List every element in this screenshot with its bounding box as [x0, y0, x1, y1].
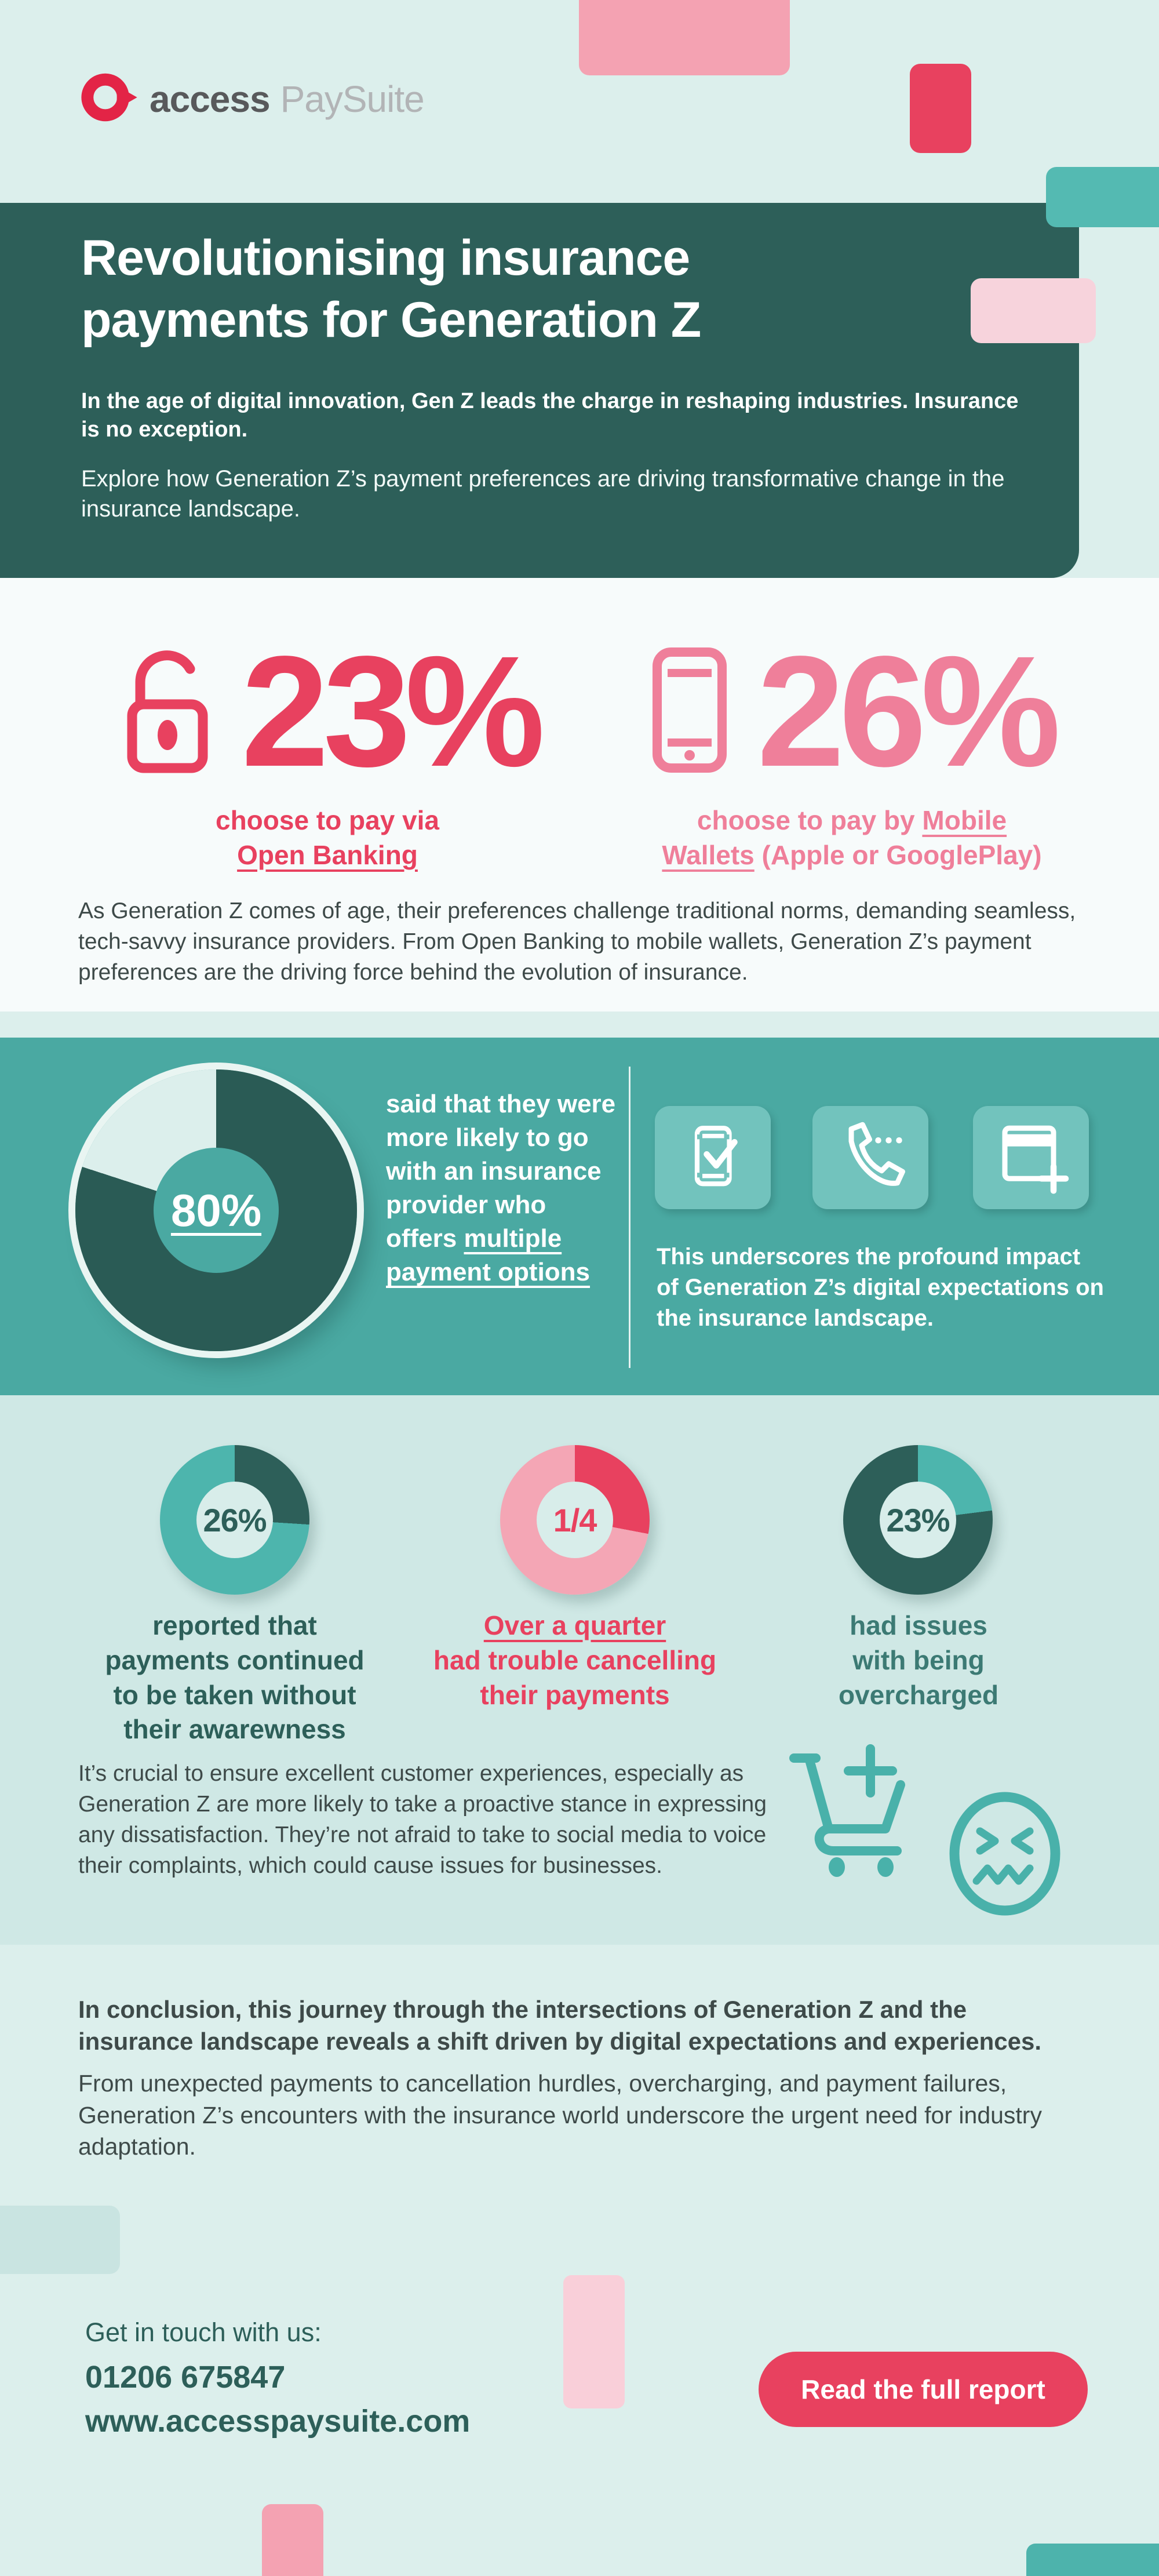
page-title: Revolutionising insurance payments for G… [81, 230, 701, 348]
multiple-payments-section: 80% said that they were more likely to g… [0, 1038, 1159, 1395]
contact-heading: Get in touch with us: [85, 2317, 322, 2347]
mobile-check-icon [669, 1116, 756, 1200]
donut-chart-26-percent: 26% [160, 1445, 309, 1595]
donut-26-label: 26% [203, 1501, 267, 1538]
credit-card-plus-icon [987, 1116, 1074, 1200]
issues-paragraph: It’s crucial to ensure excellent custome… [78, 1761, 767, 1879]
stat-open-banking: 23% choose to pay via Open Banking [87, 623, 568, 873]
contact-block: Get in touch with us: 01206 675847 www.a… [85, 2317, 470, 2439]
payment-stats-section: 23% choose to pay via Open Banking 26% [0, 578, 1159, 1012]
decor-rect-header-pink [971, 278, 1096, 343]
open-banking-link-text: Open Banking [237, 839, 418, 870]
dizzy-face-icon [943, 1787, 1066, 1923]
stat-open-banking-caption: choose to pay via Open Banking [215, 805, 439, 870]
icon-tile-mobile-check [655, 1106, 771, 1209]
multiple-payment-options-link-text: multiple payment options [386, 1224, 591, 1287]
over-a-quarter-link-text: Over a quarter [483, 1610, 666, 1640]
payment-issues-section: 26% 1/4 23% reported that payments conti… [0, 1395, 1159, 1945]
mobile-phone-icon [648, 646, 731, 777]
donut-quarter-label: 1/4 [553, 1501, 597, 1538]
caption-overcharge: had issues with being overcharged [838, 1610, 999, 1710]
mobile-wallets-link-text: Mobile Wallets [662, 805, 1007, 870]
decor-rect-footer-pink [563, 2275, 625, 2408]
stat-mobile-wallets-caption: choose to pay by Mobile Wallets (Apple o… [662, 805, 1042, 870]
multiple-payments-text: said that they were more likely to go wi… [386, 1090, 616, 1287]
decor-rect-top-crimson [910, 64, 971, 153]
decor-rect-top-teal [1046, 167, 1159, 227]
donut-80-label: 80% [170, 1184, 262, 1236]
access-logo-icon [81, 68, 139, 129]
open-padlock-icon [115, 646, 215, 777]
multiple-payments-note: This underscores the profound impact of … [657, 1244, 1104, 1331]
donut-chart-23-percent: 23% [843, 1445, 993, 1595]
header-panel: Revolutionising insurance payments for G… [0, 203, 1079, 578]
logo-text-paysuite: PaySuite [280, 78, 425, 120]
decor-rect-bottom-teal [1026, 2544, 1159, 2576]
conclusion-bold-text: In conclusion, this journey through the … [78, 1996, 1041, 2055]
vertical-divider [629, 1067, 630, 1368]
footer-section: Get in touch with us: 01206 675847 www.a… [0, 2208, 1159, 2576]
caption-unaware: reported that payments continued to be t… [105, 1610, 365, 1745]
decor-rect-bottom-pink [262, 2504, 323, 2576]
stat-mobile-wallets-value: 26% [757, 623, 1060, 799]
icon-tile-phone-call [812, 1106, 928, 1209]
decor-rect-top-pink [579, 0, 790, 75]
phone-call-icon [827, 1116, 914, 1200]
cart-plus-icon [783, 1736, 911, 1884]
logo-text-access: access [150, 78, 271, 120]
header-intro-bold: In the age of digital innovation, Gen Z … [81, 389, 1019, 442]
icon-tile-card-plus [973, 1106, 1089, 1209]
stat-open-banking-value: 23% [241, 623, 545, 799]
donut-23-label: 23% [886, 1501, 950, 1538]
stats-paragraph: As Generation Z comes of age, their pref… [78, 898, 1076, 985]
contact-website[interactable]: www.accesspaysuite.com [85, 2404, 471, 2439]
brand-logo: access PaySuite [81, 68, 425, 129]
header-intro: Explore how Generation Z’s payment prefe… [81, 466, 1005, 522]
conclusion-section: In conclusion, this journey through the … [0, 1945, 1159, 2208]
donut-chart-quarter: 1/4 [500, 1445, 650, 1595]
caption-cancel: Over a quarter had trouble cancelling th… [433, 1610, 717, 1710]
conclusion-body-text: From unexpected payments to cancellation… [78, 2070, 1042, 2160]
stat-mobile-wallets: 26% choose to pay by Mobile Wallets (App… [591, 623, 1113, 873]
contact-phone: 01206 675847 [85, 2360, 286, 2395]
read-full-report-button[interactable]: Read the full report [759, 2352, 1088, 2427]
decor-rect-footer-teal [0, 2206, 120, 2274]
donut-chart-80-percent: 80% [75, 1069, 357, 1351]
